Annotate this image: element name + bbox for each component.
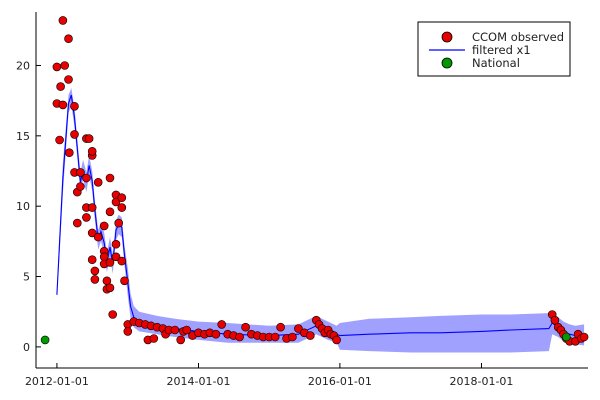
national-point-1 [561,332,571,342]
ccom-observed-point-35 [102,276,112,286]
ccom-observed-point-106 [579,332,589,342]
ccom-observed-point-47 [117,193,127,202]
ccom-observed-point-52 [123,327,133,336]
ccom-observed-point-26 [87,255,97,265]
ccom-observed-point-5 [58,100,68,110]
scatter-points-layer [40,16,589,346]
ccom-observed-point-43 [111,197,121,207]
ccom-observed-point-11 [70,130,79,139]
legend-label-filtered-x1: filtered x1 [472,43,531,57]
ccom-observed-point-2 [55,135,64,145]
ccom-observed-point-72 [217,320,226,329]
ccom-observed-point-14 [73,218,82,228]
legend-marker-ccom-observed [441,31,453,43]
ccom-observed-point-8 [64,75,73,84]
ccom-observed-point-9 [65,148,74,157]
y-tick-label-0: 0 [23,341,30,354]
ccom-observed-point-37 [105,173,115,183]
ccom-observed-point-45 [111,252,121,262]
ccom-observed-point-46 [114,218,123,228]
ccom-observed-point-48 [117,203,127,212]
confidence-band-layer [56,88,585,353]
ccom-observed-point-38 [105,207,115,217]
ccom-observed-point-23 [87,147,97,156]
ccom-observed-point-40 [105,283,115,293]
y-tick-label-3: 15 [16,130,30,143]
axes [35,12,588,369]
y-tick-label-2: 10 [16,200,30,213]
ccom-observed-point-4 [58,16,68,25]
ccom-observed-point-58 [149,334,159,343]
ccom-observed-point-82 [276,322,285,332]
ccom-observed-point-24 [87,203,97,212]
ccom-observed-point-64 [176,335,185,345]
ccom-observed-point-44 [111,239,121,249]
ccom-observed-point-84 [288,332,297,342]
y-tick-label-4: 20 [16,59,30,72]
y-tick-label-1: 5 [23,271,30,284]
ccom-observed-point-50 [120,276,129,286]
legend-box [417,21,571,77]
legend-marker-national [441,57,453,69]
ccom-observed-point-75 [235,332,244,342]
x-tick-label-3: 2018-01-01 [450,375,514,388]
x-tick-label-0: 2012-01-01 [25,375,89,388]
ccom-observed-point-15 [76,168,85,177]
ccom-observed-point-63 [170,325,180,335]
ccom-observed-point-18 [82,173,91,183]
ccom-observed-point-39 [105,258,115,267]
ccom-observed-point-16 [76,182,85,191]
ccom-observed-point-3 [56,82,65,91]
x-tick-label-2: 2016-01-01 [308,375,372,388]
ccom-observed-point-7 [64,34,73,44]
legend-label-ccom-observed: CCOM observed [472,30,564,44]
national-point-0 [40,335,50,345]
tick-layer: 2012-01-01 2014-01-01 2016-01-01 2018-01-01… [16,59,513,388]
ccom-observed-point-66 [182,325,191,335]
ccom-observed-point-71 [211,329,221,339]
ccom-observed-point-30 [93,232,103,242]
ccom-observed-point-20 [82,213,91,222]
ccom-observed-point-85 [294,324,303,333]
ccom-observed-point-25 [87,228,97,238]
x-tick-label-1: 2014-01-01 [167,375,231,388]
ccom-observed-point-49 [117,256,127,266]
ccom-observed-point-81 [270,332,280,342]
ccom-observed-point-6 [60,61,69,70]
ccom-observed-point-29 [93,178,103,187]
ccom-observed-point-10 [70,102,79,111]
ccom-observed-point-97 [550,315,560,325]
ccom-observed-point-31 [99,221,109,231]
legend-label-national: National [472,56,520,70]
filtered-x1-confidence-band [56,88,585,353]
ccom-observed-point-41 [108,310,117,319]
ccom-observed-point-27 [90,266,100,276]
ccom-observed-point-21 [84,134,94,143]
ccom-observed-point-28 [90,275,100,284]
ccom-observed-point-87 [305,331,315,340]
ccom-observed-point-0 [52,62,62,72]
legend: CCOM observed filtered x1 National [417,21,571,77]
ccom-observed-point-76 [241,322,250,332]
ccom-observed-point-95 [332,335,341,345]
